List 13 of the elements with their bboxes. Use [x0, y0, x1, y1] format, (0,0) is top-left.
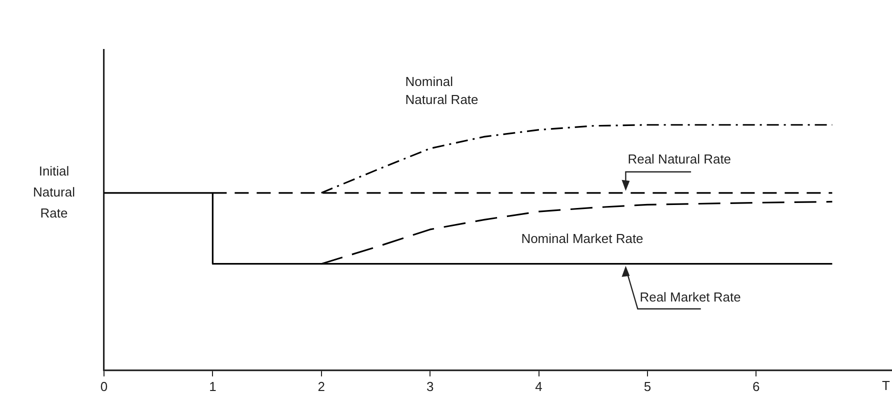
- annotation: Initial Natural Rate: [33, 163, 76, 220]
- x-tick-label: 3: [426, 378, 434, 394]
- x-tick-label: 1: [209, 378, 216, 394]
- series-label: Real Market Rate: [640, 289, 741, 304]
- x-tick-label: 4: [535, 378, 542, 394]
- x-tick-label: 5: [644, 378, 652, 394]
- x-axis-title: T: [882, 378, 890, 393]
- series-label: Nominal Market Rate: [521, 231, 644, 246]
- x-tick-label: 2: [318, 378, 325, 394]
- text: Real Natural Rate: [628, 151, 732, 166]
- x-tick-label: 6: [752, 378, 760, 394]
- text: Nominal Natural Rate: [405, 74, 478, 108]
- x-tick-label: 0: [100, 378, 108, 394]
